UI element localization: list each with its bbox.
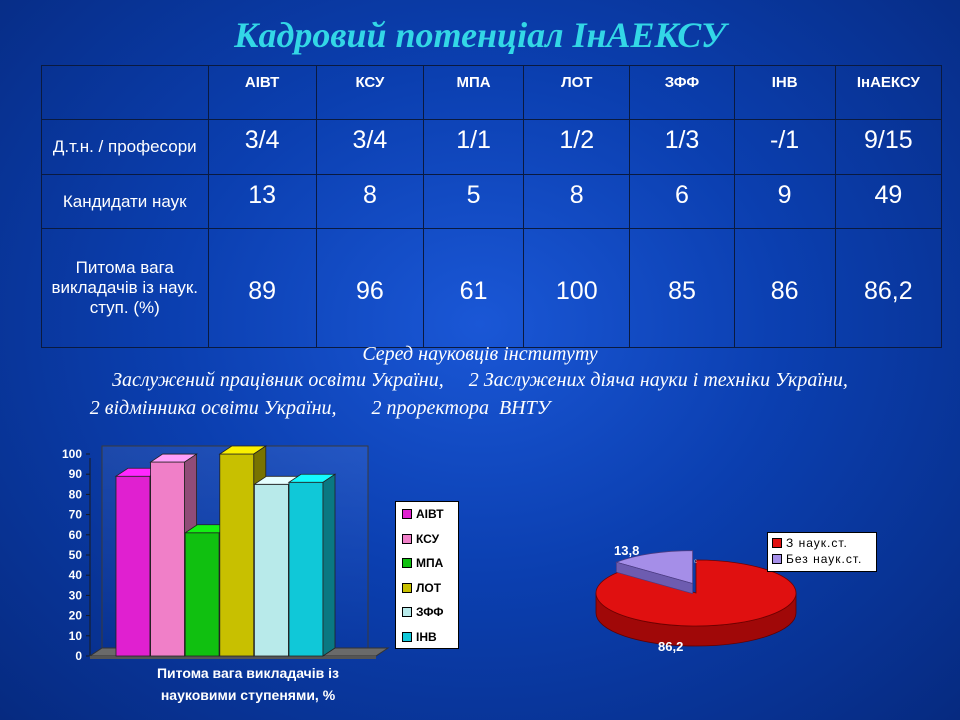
y-tick-label: 50 [69, 548, 83, 562]
legend-label: ЗФФ [416, 605, 444, 619]
table-cell: 13 [207, 174, 317, 229]
chart-floor-edge [90, 656, 376, 659]
table-cell: 61 [423, 228, 525, 348]
header-cell-lot: ЛОТ [523, 65, 631, 120]
table-cell: 5 [423, 174, 525, 229]
table-cell: 3/4 [315, 119, 425, 175]
legend-swatch [772, 538, 782, 548]
y-tick-label: 60 [69, 528, 83, 542]
chart-title-line-1: Питома вага викладачів із [157, 665, 339, 681]
y-tick-label: 100 [62, 447, 82, 461]
legend-label: АІВТ [416, 507, 444, 521]
header-cell-inv: ІНВ [733, 65, 836, 120]
table-row: Кандидати наук 13 8 5 8 6 9 49 [41, 174, 943, 229]
legend-swatch [402, 582, 412, 593]
bar-front [184, 532, 220, 657]
bar-chart: 0 10 20 30 40 50 60 70 80 90 100 Питома вага викла… [62, 445, 390, 703]
table-cell: 9 [733, 174, 836, 229]
y-tick-label: 70 [69, 508, 83, 522]
bar-legend: АІВТ КСУ МПА ЛОТ ЗФФ ІНВ [395, 501, 459, 649]
table-cell: 86 [733, 228, 836, 348]
table-cell: 6 [629, 174, 735, 229]
legend-label: Без наук.ст. [786, 552, 863, 566]
table-cell: 49 [834, 174, 943, 229]
pie-data-label-1: 86,2 [658, 639, 683, 654]
y-tick-labels: 0 10 20 30 40 50 60 70 80 90 100 [62, 447, 90, 663]
y-tick-label: 10 [69, 629, 83, 643]
table-cell: 8 [523, 174, 631, 229]
legend-swatch [402, 631, 412, 642]
y-tick-label: 80 [69, 487, 83, 501]
legend-swatch [772, 554, 782, 564]
bar-series [114, 445, 337, 657]
table-header-row: АІВТ КСУ МПА ЛОТ ЗФФ ІНВ ІнАЕКСУ [41, 65, 943, 120]
legend-item: ЛОТ [402, 581, 441, 595]
y-tick-label: 30 [69, 588, 83, 602]
table-cell: 86,2 [834, 228, 943, 348]
pie-tick: c [694, 559, 697, 565]
bar-6 [287, 473, 337, 657]
bar-front [115, 475, 151, 657]
table-cell: 3/4 [207, 119, 317, 175]
table-cell: 89 [207, 228, 317, 348]
note-line-2: Заслужений працівник освіти України, 2 З… [112, 369, 848, 391]
header-cell-mpa: МПА [423, 65, 525, 120]
bar-front [219, 453, 255, 657]
table-cell: 9/15 [834, 119, 943, 175]
y-tick-label: 20 [69, 609, 83, 623]
page-title: Кадровий потенціал ІнАЕКСУ [234, 15, 726, 55]
legend-item: З наук.ст. [772, 536, 848, 550]
header-cell-total: ІнАЕКСУ [834, 65, 943, 120]
header-cell-ksu: КСУ [315, 65, 425, 120]
legend-label: КСУ [416, 531, 440, 546]
table-cell: 8 [315, 174, 425, 229]
legend-label: ІНВ [416, 629, 437, 644]
y-tick-label: 0 [75, 649, 82, 663]
legend-item: ЗФФ [402, 605, 444, 619]
staff-table: АІВТ КСУ МПА ЛОТ ЗФФ ІНВ ІнАЕКСУ Д.т.н. … [41, 65, 943, 348]
legend-label: МПА [416, 556, 444, 570]
table-cell: 100 [523, 228, 631, 348]
legend-item: Без наук.ст. [772, 552, 862, 566]
legend-swatch [402, 558, 412, 568]
pie-chart: 13,8 86,2 c [595, 543, 797, 654]
legend-swatch [402, 509, 412, 519]
table-cell: 1/2 [523, 119, 631, 175]
table-cell: 1/1 [423, 119, 525, 175]
row-label: Д.т.н. / професори [41, 119, 209, 175]
row-label: Кандидати наук [41, 174, 209, 229]
bar-front [253, 483, 289, 657]
legend-item: ІНВ [402, 630, 437, 644]
chart-title-line-2: науковими ступенями, % [161, 687, 336, 703]
pie-slice-2-side [616, 561, 693, 594]
pie-slice-2 [615, 550, 694, 585]
header-cell-zff: ЗФФ [629, 65, 735, 120]
header-cell-empty [41, 65, 209, 120]
table-cell: 96 [315, 228, 425, 348]
table-cell: 1/3 [629, 119, 735, 175]
legend-item: КСУ [402, 532, 439, 546]
table-row: Д.т.н. / професори 3/4 3/4 1/1 1/2 1/3 -… [41, 119, 943, 175]
legend-swatch [402, 533, 412, 544]
legend-label: ЛОТ [416, 580, 442, 595]
table-cell: 85 [629, 228, 735, 348]
bar-side [322, 473, 336, 657]
bar-front [288, 481, 324, 657]
row-label: Питома вага викладачів із наук. ступ. (%… [41, 228, 209, 348]
y-tick-label: 40 [69, 568, 83, 582]
note-line-3: 2 відмінника освіти України, 2 проректор… [89, 397, 551, 419]
legend-swatch [402, 607, 412, 617]
legend-label: З наук.ст. [786, 536, 848, 550]
pie-data-label-2: 13,8 [614, 543, 639, 558]
bar-front [150, 461, 185, 657]
table-cell: -/1 [733, 119, 836, 175]
header-cell-aivt: АІВТ [207, 65, 317, 120]
table-row: Питома вага викладачів із наук. ступ. (%… [41, 228, 943, 348]
pie-slices: 13,8 86,2 [595, 543, 797, 654]
legend-item: АІВТ [402, 507, 444, 521]
pie-legend: З наук.ст. Без наук.ст. [767, 532, 877, 572]
legend-item: МПА [402, 556, 443, 570]
y-tick-label: 90 [69, 467, 83, 481]
note-line-1: Серед науковців інституту [362, 343, 598, 365]
